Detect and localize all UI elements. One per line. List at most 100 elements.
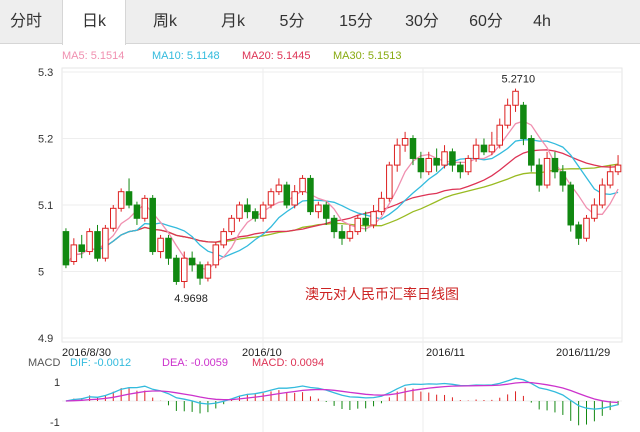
- candle-body: [133, 204, 141, 219]
- candle-body: [535, 164, 543, 186]
- candle-body: [78, 244, 85, 253]
- candle-body: [86, 231, 93, 253]
- candle-body: [425, 157, 433, 173]
- candle-body: [291, 191, 298, 206]
- y-tick-label: 4.9: [38, 333, 53, 345]
- candle-body: [567, 184, 574, 226]
- candle-body: [110, 207, 117, 229]
- candle-body: [591, 204, 598, 219]
- candle-body: [70, 244, 78, 263]
- candle-body: [543, 157, 551, 186]
- candle-body: [464, 157, 472, 173]
- candle-body: [275, 184, 283, 193]
- candle-body: [267, 191, 275, 206]
- tab-intraday[interactable]: 分时: [9, 13, 42, 30]
- tab-30min[interactable]: 30分: [405, 13, 439, 30]
- candle-body: [378, 197, 385, 213]
- low-annotation: 4.9698: [174, 293, 208, 305]
- macd-dif: DIF: -0.0012: [70, 357, 132, 369]
- legend-ma30: MA30: 5.1513: [333, 50, 402, 62]
- legend-ma20: MA20: 5.1445: [242, 50, 311, 62]
- candle-body: [362, 217, 369, 226]
- candle-body: [504, 104, 511, 126]
- candle-body: [449, 151, 456, 166]
- period-tab-bar: 分时 日k 周k 月k 5分 15分 30分 60分 4h: [0, 0, 640, 45]
- candle-body: [141, 197, 149, 219]
- legend-ma5: MA5: 5.1514: [62, 50, 125, 62]
- y-tick-label: 5: [38, 267, 44, 279]
- candle-body: [401, 138, 409, 146]
- candle-body: [196, 264, 204, 279]
- candle-body: [204, 264, 212, 279]
- candle-body: [370, 211, 377, 226]
- dea-line: [65, 381, 619, 404]
- x-tick-label: 2016/10: [242, 347, 282, 359]
- candle-body: [283, 184, 291, 206]
- candle-body: [386, 164, 393, 199]
- candle-body: [599, 184, 606, 206]
- candle-body: [559, 171, 567, 186]
- candle-body: [251, 211, 259, 219]
- candle-body: [583, 217, 590, 239]
- candle-body: [551, 157, 559, 173]
- tab-60min[interactable]: 60分: [469, 13, 503, 30]
- candle-body: [220, 231, 227, 246]
- candle-body: [236, 204, 243, 219]
- macd-tick-label: -1: [50, 417, 60, 429]
- tab-daily-k[interactable]: 日k: [62, 0, 126, 45]
- tab-weekly-k[interactable]: 周k: [152, 13, 177, 30]
- tab-monthly-k[interactable]: 月k: [220, 13, 245, 30]
- candle-body: [307, 177, 314, 213]
- candle-body: [165, 237, 172, 259]
- candle-body: [496, 124, 504, 146]
- candle-body: [299, 177, 306, 193]
- candle-body: [614, 164, 622, 173]
- x-tick-label: 2016/8/30: [62, 347, 111, 359]
- candle-body: [346, 231, 354, 239]
- candle-body: [606, 171, 614, 186]
- candle-body: [157, 237, 164, 253]
- candle-body: [315, 204, 322, 213]
- macd-label: MACD: [28, 357, 61, 369]
- candle-body: [575, 224, 582, 239]
- candle-body: [338, 231, 346, 239]
- candle-body: [173, 257, 180, 282]
- candle-body: [520, 104, 527, 139]
- candle-body: [244, 204, 251, 213]
- ma20-line: [65, 149, 619, 266]
- macd-tick-label: 1: [54, 377, 60, 389]
- candle-body: [188, 257, 196, 266]
- ma30-line: [65, 163, 619, 266]
- candle-body: [472, 144, 480, 159]
- candle-body: [330, 217, 338, 233]
- candle-body: [322, 204, 330, 219]
- candle-body: [488, 144, 496, 153]
- candle-body: [441, 151, 448, 166]
- high-annotation: 5.2710: [502, 74, 536, 86]
- candle-body: [62, 231, 70, 266]
- macd-dea: DEA: -0.0059: [162, 357, 229, 369]
- tab-4h[interactable]: 4h: [533, 13, 551, 30]
- candle-body: [433, 157, 440, 166]
- candle-body: [117, 191, 125, 209]
- candle-body: [480, 144, 488, 153]
- x-tick-label: 2016/11/29: [556, 347, 610, 359]
- candle-body: [417, 157, 425, 173]
- legend-ma10: MA10: 5.1148: [152, 50, 220, 62]
- candle-body: [354, 217, 362, 233]
- candle-body: [393, 144, 401, 166]
- candle-body: [259, 204, 267, 219]
- ma5-line: [65, 120, 619, 271]
- candle-body: [125, 191, 133, 206]
- tab-15min[interactable]: 15分: [339, 13, 373, 30]
- candle-body: [94, 231, 101, 259]
- candlestick-chart[interactable]: 5.3 5.2 5.1 5 4.9 2016/8/30 2016/10 2016/11 2016…: [0, 44, 640, 432]
- x-tick-label: 2016/11: [426, 347, 465, 359]
- y-tick-label: 5.2: [38, 134, 53, 146]
- y-tick-label: 5.1: [38, 200, 53, 212]
- candle-body: [512, 90, 519, 106]
- tab-5min[interactable]: 5分: [279, 13, 305, 30]
- ma10-line: [65, 139, 619, 266]
- candle-body: [528, 138, 535, 166]
- candle-body: [149, 197, 156, 253]
